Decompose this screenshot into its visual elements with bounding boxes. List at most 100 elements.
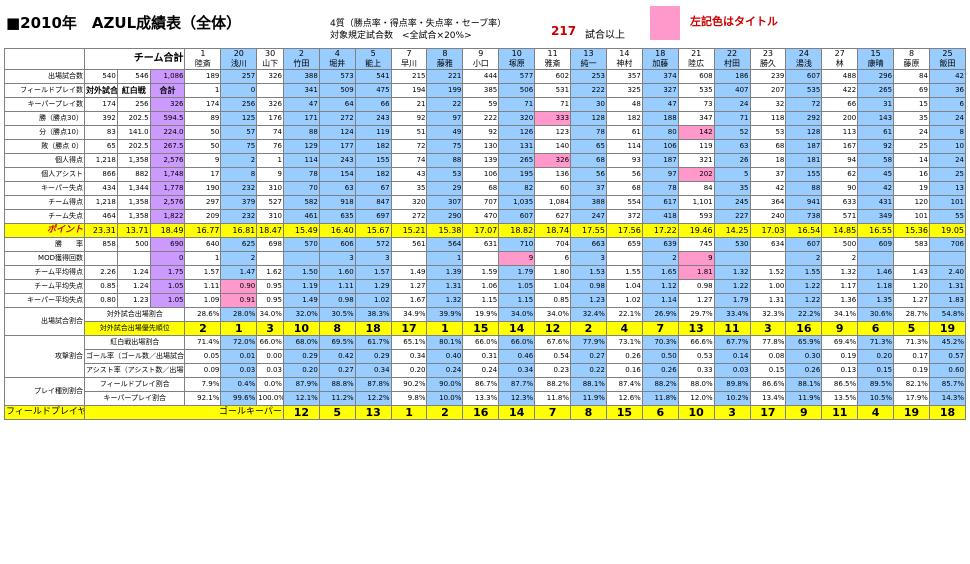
table-row: 分（勝点10） 83 141.0 224.0 50 57 74 88 124 119 51 49 92 1… [4,125,967,140]
player-name: 藤雅 [436,59,453,68]
table-row: キーパー平均失点 0.80 1.23 1.05 1.09 0.91 0.95 1.49 0.98… [4,293,967,308]
player-value: 0.60 [928,363,967,378]
player-value: 36 [928,83,967,98]
player-value: 125 [220,111,258,126]
player-value: 139 [462,153,500,168]
team-value: 65 [83,139,118,154]
player-value: 0.00 [256,349,284,364]
player-value: 80.1% [426,335,464,350]
player-number: 22 [726,49,738,59]
player-value: 119 [677,139,715,154]
player-value: 18.82 [498,223,536,238]
player-value: 326 [256,97,284,112]
player-value: 8 [928,125,967,140]
player-value: 8 [318,321,356,336]
table-row: 個人アシスト 866 882 1,748 17 8 9 78 154 182 43 53 106 195 1… [4,167,967,182]
row-label: アシスト率（アシスト数／出場試合数） [83,363,186,378]
player-value: 24 [928,111,967,126]
group-label: 紅白戦 [116,83,151,98]
player-value: 10 [928,139,967,154]
player-number: 14 [619,49,630,59]
player-number: 15 [870,49,881,59]
player-value: 593 [677,209,715,224]
player-number: 9 [478,49,484,59]
player-value: 53 [749,125,787,140]
team-value: 464 [83,209,118,224]
team-value: 1,358 [116,153,151,168]
player-value: 85.7% [928,377,967,392]
player-value: 66.0% [498,335,536,350]
player-value: 35 [713,181,751,196]
player-number: 24 [798,49,809,59]
player-value: 0.19 [893,363,930,378]
player-value: 3 [256,321,284,336]
note-criteria: 4質（勝点率・得点率・失点率・セーブ率） [330,19,507,29]
player-value: 29.7% [677,307,715,322]
player-value: 1.09 [184,293,222,308]
player-value: 1.00 [749,279,787,294]
player-value: 88.0% [677,377,715,392]
team-value: 256 [116,97,151,112]
player-value: 34.0% [534,307,572,322]
player-header-10: 11 雅斎 [534,48,572,70]
player-number: 1 [200,49,206,59]
player-value: 422 [821,83,859,98]
player-value: 11.9% [785,391,823,406]
player-value: 1 [390,405,428,420]
player-value: 11.8% [641,391,679,406]
player-value: 257 [220,69,258,84]
player-value: 42 [749,181,787,196]
player-value: 0.34 [390,349,428,364]
player-header-17: 24 湯浅 [785,48,823,70]
player-value: 24 [893,125,930,140]
player-value: 16 [893,167,930,182]
player-value: 33.4% [713,307,751,322]
team-value: 1,218 [83,195,118,210]
player-value: 182 [354,139,392,154]
row-label: キーパー平均失点 [4,293,85,308]
player-value: 364 [749,195,787,210]
player-value: 738 [785,209,823,224]
team-value: 540 [83,69,118,84]
player-value: 1.31 [928,279,967,294]
player-value: 66.0% [462,335,500,350]
player-value: 572 [354,237,392,252]
player-value: 307 [426,195,464,210]
player-value: 67 [354,181,392,196]
player-value: 78 [282,167,320,182]
player-value: 171 [282,111,320,126]
player-value: 1.49 [390,265,428,280]
player-value: 0.54 [534,349,572,364]
table-row: ゴール率（ゴール数／出場試合数）0.050.010.000.290.420.29… [5,349,967,364]
player-value: 72.0% [220,335,258,350]
player-value: 704 [534,237,572,252]
player-number: 5 [370,49,376,59]
player-value: 1.43 [893,265,930,280]
player-value: 561 [390,237,428,252]
player-value: 15.38 [426,223,464,238]
player-value: 49 [426,125,464,140]
player-header-0: 1 陸斎 [184,48,222,70]
player-value: 290 [426,209,464,224]
player-value: 65 [570,139,607,154]
player-value: 488 [821,69,859,84]
player-value: 12.0% [677,391,715,406]
player-name: 能上 [365,59,382,68]
player-value: 1.18 [857,279,895,294]
player-value: 13 [928,181,967,196]
player-value: 22 [426,97,464,112]
player-number: 20 [233,49,244,59]
group-label: 合計 [149,83,186,98]
player-value: 385 [462,83,500,98]
player-value: 78 [570,125,607,140]
player-value: 88.1% [785,377,823,392]
player-header-20: 8 藤原 [893,48,930,70]
player-value: 240 [749,209,787,224]
player-value: 706 [928,237,967,252]
player-value: 1.04 [605,279,643,294]
player-name: 早川 [401,59,418,68]
row-label: 個人得点 [4,153,85,168]
player-value: 253 [570,69,607,84]
player-value: 17.9% [893,391,930,406]
player-header-13: 18 加藤 [641,48,679,70]
